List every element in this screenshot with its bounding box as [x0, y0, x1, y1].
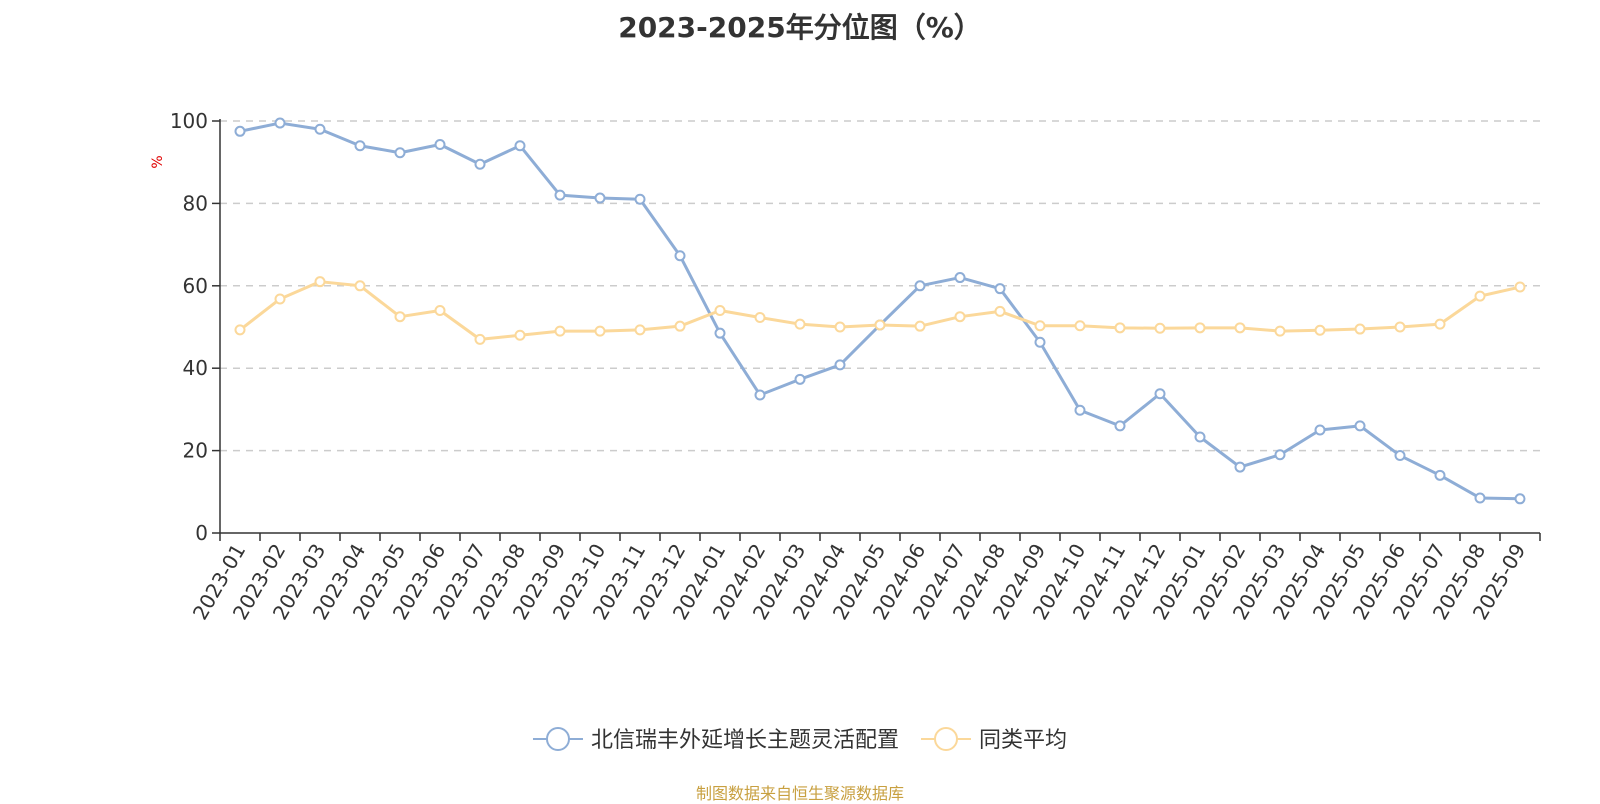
- data-point: [1034, 320, 1046, 332]
- data-point: [1194, 322, 1206, 334]
- data-point: [1394, 321, 1406, 333]
- data-point: [474, 158, 486, 170]
- data-point: [1114, 322, 1126, 334]
- legend-marker: [934, 727, 958, 751]
- data-point: [634, 193, 646, 205]
- data-point: [914, 280, 926, 292]
- data-point: [994, 283, 1006, 295]
- data-point: [1314, 324, 1326, 336]
- data-point: [754, 312, 766, 324]
- chart-title: 2023-2025年分位图（%）: [618, 11, 982, 44]
- data-point: [354, 280, 366, 292]
- data-point: [994, 305, 1006, 317]
- data-point: [674, 320, 686, 332]
- series-line-2: [239, 280, 1521, 341]
- data-point: [634, 324, 646, 336]
- data-point: [714, 305, 726, 317]
- data-point: [1274, 325, 1286, 337]
- data-point: [954, 311, 966, 323]
- data-point: [434, 305, 446, 317]
- data-point: [794, 318, 806, 330]
- y-tick-label: 40: [183, 356, 208, 380]
- data-point: [674, 250, 686, 262]
- y-tick-label: 20: [183, 439, 208, 463]
- y-tick-label: 100: [170, 109, 208, 133]
- data-point: [834, 321, 846, 333]
- data-point: [234, 125, 246, 137]
- data-point: [274, 293, 286, 305]
- legend-label: 北信瑞丰外延增长主题灵活配置: [591, 728, 899, 753]
- data-point: [394, 147, 406, 159]
- grid-lines: [220, 120, 1540, 452]
- data-point: [514, 140, 526, 152]
- data-point: [1474, 492, 1486, 504]
- data-point: [1154, 388, 1166, 400]
- data-point: [714, 327, 726, 339]
- data-point: [354, 140, 366, 152]
- data-point: [1234, 322, 1246, 334]
- data-point: [514, 329, 526, 341]
- data-point: [554, 325, 566, 337]
- legend-item-1[interactable]: 北信瑞丰外延增长主题灵活配置: [532, 727, 899, 753]
- data-point: [954, 272, 966, 284]
- data-point: [474, 333, 486, 345]
- data-point: [1354, 420, 1366, 432]
- legend-label: 同类平均: [979, 728, 1067, 753]
- data-point: [1314, 424, 1326, 436]
- data-point: [1394, 450, 1406, 462]
- data-point: [594, 192, 606, 204]
- data-point: [1434, 318, 1446, 330]
- series-layer: [234, 117, 1526, 505]
- data-point: [274, 117, 286, 129]
- y-tick-label: 60: [183, 274, 208, 298]
- source-note: 制图数据来自恒生聚源数据库: [695, 784, 904, 803]
- data-point: [1474, 290, 1486, 302]
- data-point: [1194, 431, 1206, 443]
- data-point: [754, 389, 766, 401]
- data-point: [834, 359, 846, 371]
- legend-item-2[interactable]: 同类平均: [921, 727, 1067, 753]
- y-axis-label: %: [150, 155, 166, 168]
- y-tick-label: 80: [183, 191, 208, 215]
- data-point: [1034, 336, 1046, 348]
- data-point: [1234, 461, 1246, 473]
- y-tick-label: 0: [195, 521, 208, 545]
- data-point: [1514, 493, 1526, 505]
- data-point: [394, 311, 406, 323]
- data-point: [314, 123, 326, 135]
- data-point: [314, 276, 326, 288]
- data-point: [1074, 320, 1086, 332]
- data-point: [234, 324, 246, 336]
- data-point: [554, 189, 566, 201]
- data-point: [1274, 449, 1286, 461]
- data-point: [594, 325, 606, 337]
- data-point: [1354, 323, 1366, 335]
- data-point: [914, 320, 926, 332]
- data-point: [874, 319, 886, 331]
- data-point: [1114, 420, 1126, 432]
- data-point: [1154, 322, 1166, 334]
- data-point: [1434, 469, 1446, 481]
- data-point: [434, 138, 446, 150]
- data-point: [1514, 281, 1526, 293]
- legend[interactable]: 北信瑞丰外延增长主题灵活配置 同类平均: [532, 727, 1067, 753]
- data-point: [794, 373, 806, 385]
- data-point: [1074, 404, 1086, 416]
- legend-marker: [545, 727, 570, 751]
